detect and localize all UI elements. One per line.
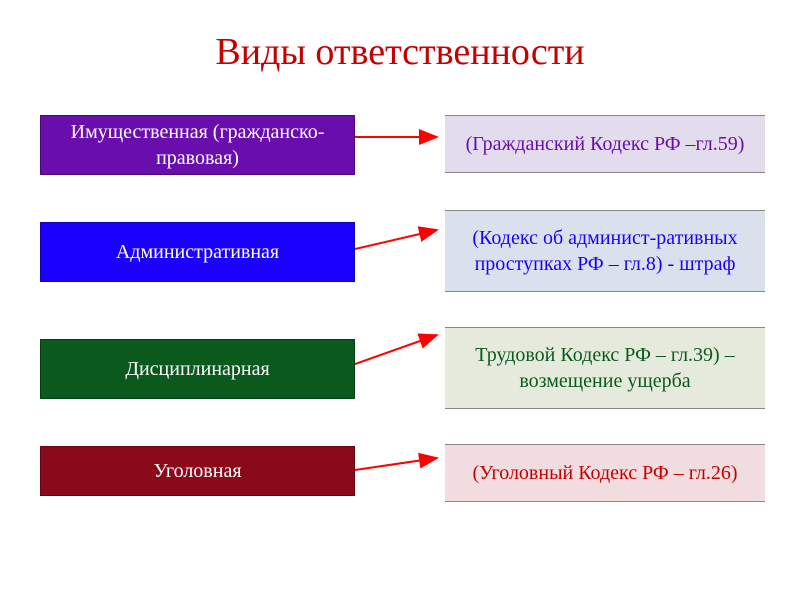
right-box-criminal: (Уголовный Кодекс РФ – гл.26) xyxy=(445,444,765,502)
right-box-disciplinary: Трудовой Кодекс РФ – гл.39) – возмещение… xyxy=(445,327,765,409)
left-box-disciplinary: Дисциплинарная xyxy=(40,339,355,399)
arrow-icon xyxy=(355,224,447,254)
arrow-icon xyxy=(355,329,447,369)
right-box-property: (Гражданский Кодекс РФ –гл.59) xyxy=(445,115,765,173)
row-administrative: Административная (Кодекс об админист-рат… xyxy=(0,210,800,302)
slide-title: Виды ответственности xyxy=(0,0,800,104)
row-property: Имущественная (гражданско-правовая) (Гра… xyxy=(0,115,800,185)
diagram-rows: Имущественная (гражданско-правовая) (Гра… xyxy=(0,115,800,531)
left-box-criminal: Уголовная xyxy=(40,446,355,496)
arrow-icon xyxy=(355,127,447,147)
left-box-administrative: Административная xyxy=(40,222,355,282)
right-box-administrative: (Кодекс об админист-ративных проступках … xyxy=(445,210,765,292)
arrow-icon xyxy=(355,450,447,480)
row-disciplinary: Дисциплинарная Трудовой Кодекс РФ – гл.3… xyxy=(0,327,800,419)
row-criminal: Уголовная (Уголовный Кодекс РФ – гл.26) xyxy=(0,444,800,506)
left-box-property: Имущественная (гражданско-правовая) xyxy=(40,115,355,175)
